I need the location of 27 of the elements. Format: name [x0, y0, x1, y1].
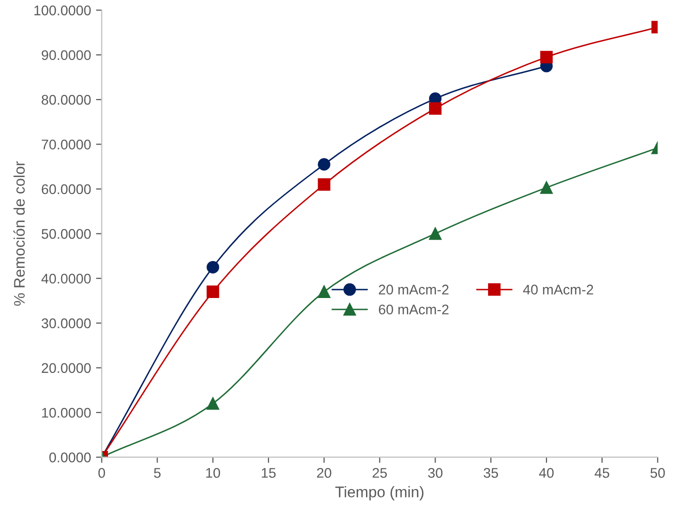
legend-label: 40 mAcm-2	[523, 284, 594, 295]
x-tick-label: 40	[539, 468, 554, 478]
y-tick-label: 80.0000	[42, 94, 91, 105]
x-tick-label: 0	[98, 468, 106, 478]
x-tick-label: 35	[484, 468, 498, 478]
x-axis-title: Tiempo (min)	[335, 486, 424, 500]
y-tick-label: 70.0000	[42, 140, 91, 150]
y-axis-title: % Remoción de color	[13, 161, 25, 306]
x-tick-label: 30	[428, 468, 442, 478]
y-tick-label: 30.0000	[42, 318, 91, 328]
y-tick-label: 40.0000	[41, 274, 91, 284]
x-tick-label: 5	[154, 468, 161, 478]
y-tick-label: 20.0000	[42, 363, 91, 373]
y-tick-label: 0.0000	[49, 452, 91, 462]
x-tick-label: 10	[206, 468, 220, 478]
y-tick-label: 10.0000	[42, 408, 91, 418]
y-tick-label: 100.0000	[34, 5, 91, 16]
legend-label: 20 mAcm-2	[378, 284, 448, 295]
x-tick-label: 25	[372, 468, 387, 478]
legend-label: 60 mAcm-2	[378, 304, 448, 314]
x-tick-label: 20	[317, 468, 332, 478]
x-tick-label: 50	[650, 468, 665, 478]
y-tick-label: 50.0000	[42, 229, 91, 239]
y-tick-label: 60.0000	[42, 184, 91, 194]
x-tick-label: 45	[594, 468, 610, 478]
y-tick-label: 90.0000	[42, 50, 91, 60]
x-tick-label: 15	[262, 468, 276, 478]
